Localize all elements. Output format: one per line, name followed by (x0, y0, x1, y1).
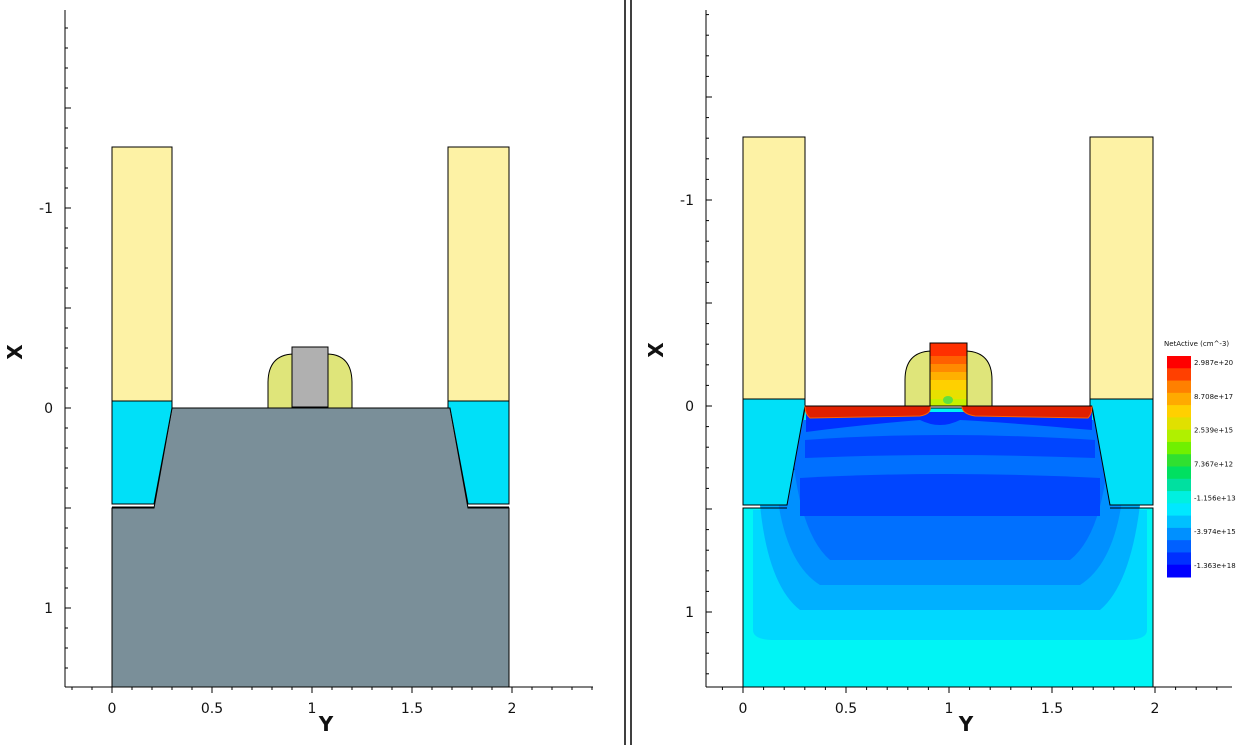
right-gate-doping (930, 343, 967, 406)
right-oxide-pillar-left (743, 137, 805, 399)
legend-tick-label: -1.156e+13 (1194, 494, 1236, 502)
legend-color-swatch (1167, 356, 1191, 369)
legend-tick-label: -1.363e+18 (1194, 562, 1236, 570)
right-y-tick-label: -1 (680, 193, 694, 209)
legend-color-swatch (1167, 516, 1191, 529)
legend-color-swatch (1167, 503, 1191, 516)
legend-color-swatch (1167, 467, 1191, 480)
legend-tick-label: 7.367e+12 (1194, 461, 1233, 469)
legend-color-swatch (1167, 454, 1191, 467)
left-x-tick-label: 0.5 (201, 701, 223, 717)
legend-tick-label: -3.974e+15 (1194, 528, 1236, 536)
left-y-tick-label: -1 (39, 201, 53, 217)
left-x-tick-label: 2 (508, 701, 517, 717)
left-y-tick-label: 1 (44, 601, 53, 617)
left-silicon-substrate (112, 408, 509, 687)
right-x-tick-label: 0.5 (835, 701, 857, 717)
right-contour-band-5 (800, 474, 1100, 516)
legend-color-swatch (1167, 405, 1191, 418)
right-x-axis-label: Y (958, 712, 974, 736)
left-y-tick-label: 0 (44, 401, 53, 417)
right-x-tick-label: 0 (739, 701, 748, 717)
legend-color-swatch (1167, 552, 1191, 565)
legend-title: NetActive (cm^-3) (1164, 340, 1229, 348)
doping-colorbar-legend: NetActive (cm^-3) 2.987e+20 8.708e+17 2.53… (1164, 340, 1236, 578)
right-x-tick-label: 1.5 (1041, 701, 1063, 717)
legend-color-swatch (1167, 479, 1191, 492)
legend-color-swatch (1167, 430, 1191, 443)
left-x-axis-label: Y (318, 712, 334, 736)
right-doping-plot (743, 137, 1153, 687)
legend-color-swatch (1167, 565, 1191, 578)
right-x-tick-label: 2 (1151, 701, 1160, 717)
legend-tick-label: 2.539e+15 (1194, 427, 1233, 435)
legend-tick-label: 2.987e+20 (1194, 359, 1233, 367)
left-x-tick-label: 1 (308, 701, 317, 717)
legend-color-swatch (1167, 491, 1191, 504)
right-x-tick-label: 1 (945, 701, 954, 717)
right-source-extension (805, 406, 930, 418)
legend-color-swatch (1167, 417, 1191, 430)
legend-color-swatch (1167, 393, 1191, 406)
legend-color-swatch (1167, 540, 1191, 553)
legend-color-swatch (1167, 368, 1191, 381)
right-y-tick-label: 0 (685, 399, 694, 415)
legend-color-swatch (1167, 528, 1191, 541)
left-oxide-pillar-right (448, 147, 509, 401)
right-contour-band-6 (805, 435, 1095, 458)
right-drain-extension (962, 406, 1092, 418)
right-oxide-pillar-right (1090, 137, 1153, 399)
right-y-axis-label: X (644, 342, 668, 358)
legend-tick-label: 8.708e+17 (1194, 393, 1233, 401)
left-gate (292, 347, 328, 407)
right-y-tick-label: 1 (685, 605, 694, 621)
left-x-tick-label: 1.5 (401, 701, 423, 717)
left-oxide-pillar-left (112, 147, 172, 401)
left-y-axis-label: X (3, 344, 27, 360)
legend-color-swatch (1167, 381, 1191, 394)
left-structure-plot (112, 147, 509, 687)
legend-color-swatch (1167, 442, 1191, 455)
left-x-tick-label: 0 (108, 701, 117, 717)
